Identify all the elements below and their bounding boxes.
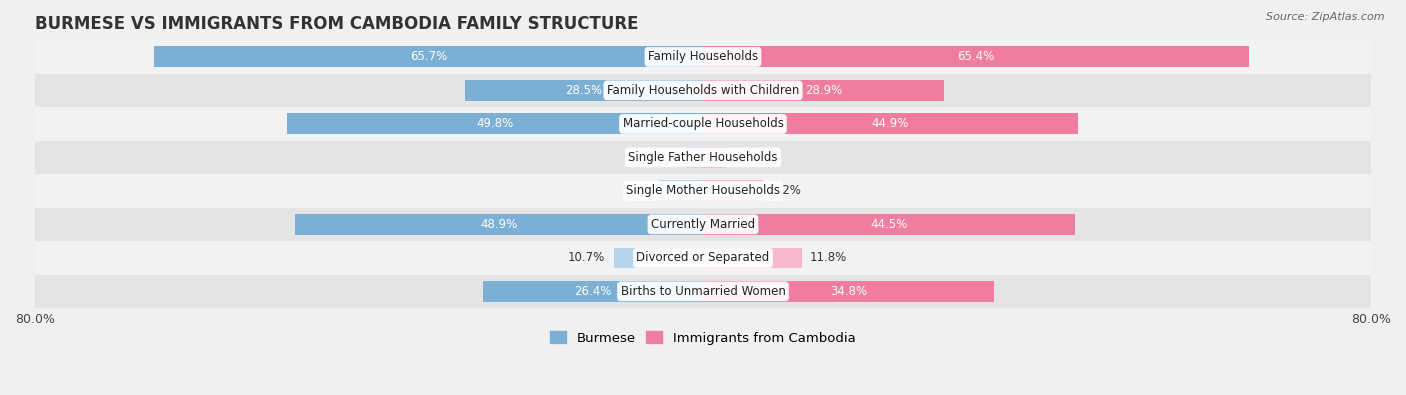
Bar bbox=[35, 174, 1371, 208]
Text: 28.5%: 28.5% bbox=[565, 84, 603, 97]
Bar bbox=[703, 47, 1249, 67]
Text: Family Households with Children: Family Households with Children bbox=[607, 84, 799, 97]
Text: 65.4%: 65.4% bbox=[957, 51, 994, 63]
Text: 7.2%: 7.2% bbox=[772, 184, 801, 198]
Bar bbox=[703, 147, 725, 168]
Text: 2.7%: 2.7% bbox=[734, 151, 763, 164]
Bar bbox=[659, 181, 703, 201]
Text: 49.8%: 49.8% bbox=[477, 117, 513, 130]
Text: Currently Married: Currently Married bbox=[651, 218, 755, 231]
Text: Births to Unmarried Women: Births to Unmarried Women bbox=[620, 285, 786, 298]
Bar bbox=[35, 40, 1371, 73]
Bar bbox=[703, 181, 763, 201]
Text: 34.8%: 34.8% bbox=[830, 285, 868, 298]
Bar bbox=[482, 281, 703, 302]
Text: Single Mother Households: Single Mother Households bbox=[626, 184, 780, 198]
Bar bbox=[35, 241, 1371, 275]
Bar bbox=[35, 275, 1371, 308]
Text: 26.4%: 26.4% bbox=[574, 285, 612, 298]
Bar bbox=[295, 214, 703, 235]
Bar bbox=[703, 281, 994, 302]
Text: 28.9%: 28.9% bbox=[806, 84, 842, 97]
Bar bbox=[35, 107, 1371, 141]
Text: 11.8%: 11.8% bbox=[810, 251, 848, 264]
Text: 44.5%: 44.5% bbox=[870, 218, 907, 231]
Text: 10.7%: 10.7% bbox=[568, 251, 606, 264]
Bar bbox=[703, 113, 1078, 134]
Text: Source: ZipAtlas.com: Source: ZipAtlas.com bbox=[1267, 12, 1385, 22]
Bar bbox=[35, 208, 1371, 241]
Bar bbox=[686, 147, 703, 168]
Bar bbox=[35, 73, 1371, 107]
Text: 44.9%: 44.9% bbox=[872, 117, 910, 130]
Text: Married-couple Households: Married-couple Households bbox=[623, 117, 783, 130]
Text: Single Father Households: Single Father Households bbox=[628, 151, 778, 164]
Text: 65.7%: 65.7% bbox=[411, 51, 447, 63]
Text: 5.3%: 5.3% bbox=[621, 184, 651, 198]
Bar bbox=[287, 113, 703, 134]
Text: BURMESE VS IMMIGRANTS FROM CAMBODIA FAMILY STRUCTURE: BURMESE VS IMMIGRANTS FROM CAMBODIA FAMI… bbox=[35, 15, 638, 33]
Text: Divorced or Separated: Divorced or Separated bbox=[637, 251, 769, 264]
Bar bbox=[465, 80, 703, 101]
Bar bbox=[35, 141, 1371, 174]
Legend: Burmese, Immigrants from Cambodia: Burmese, Immigrants from Cambodia bbox=[546, 326, 860, 350]
Bar bbox=[703, 214, 1074, 235]
Bar bbox=[703, 248, 801, 268]
Text: 2.0%: 2.0% bbox=[648, 151, 678, 164]
Bar bbox=[155, 47, 703, 67]
Bar bbox=[613, 248, 703, 268]
Text: Family Households: Family Households bbox=[648, 51, 758, 63]
Bar bbox=[703, 80, 945, 101]
Text: 48.9%: 48.9% bbox=[481, 218, 517, 231]
